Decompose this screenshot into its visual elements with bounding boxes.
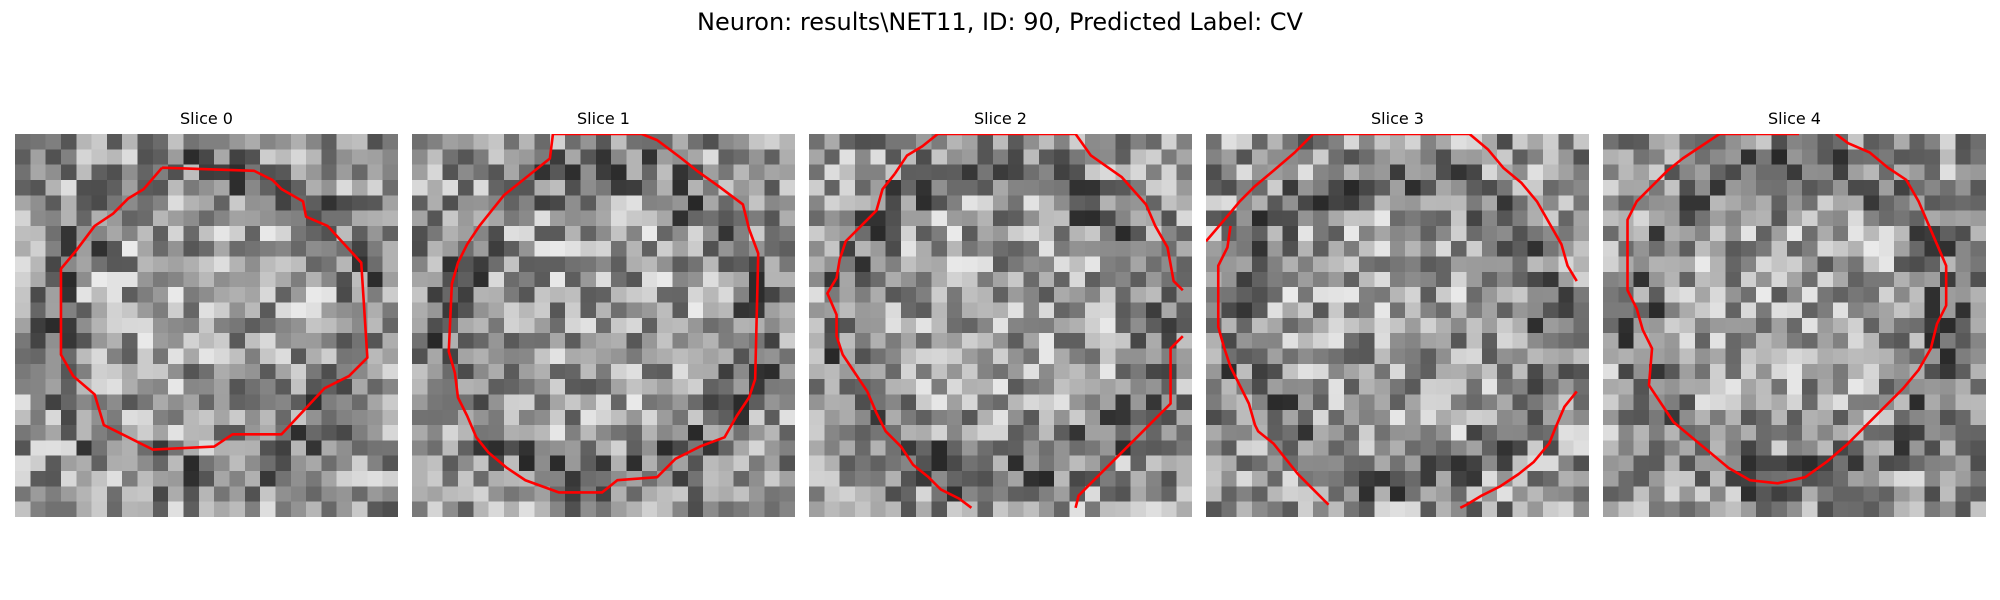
slice-contour-overlay-0	[59, 166, 369, 451]
slice-contour-overlay-3	[1206, 134, 1578, 509]
slice-panel-0: Slice 0	[15, 108, 398, 517]
slice-title-0: Slice 0	[180, 109, 233, 128]
segmentation-contour-4	[1626, 134, 1948, 485]
slice-panel-1: Slice 1	[412, 108, 795, 517]
slice-contour-overlay-2	[826, 134, 1184, 509]
slice-title-2: Slice 2	[974, 109, 1027, 128]
slice-title-3: Slice 3	[1371, 109, 1424, 128]
segmentation-contour-3-left	[1216, 225, 1330, 506]
segmentation-contour-2-lower	[1074, 335, 1184, 509]
segmentation-contour-1	[447, 134, 760, 494]
slice-image-1	[412, 134, 795, 517]
segmentation-contour-3-right	[1459, 390, 1578, 509]
slice-panel-2: Slice 2	[809, 108, 1192, 517]
slice-image-2	[809, 134, 1192, 517]
segmentation-contour-0	[59, 166, 369, 451]
slice-contour-overlay-4	[1626, 134, 1948, 485]
figure-title: Neuron: results\NET11, ID: 90, Predicted…	[697, 8, 1303, 36]
slice-image-0	[15, 134, 398, 517]
segmentation-contour-3	[1206, 134, 1578, 282]
slice-image-4	[1603, 134, 1986, 517]
slice-title-4: Slice 4	[1768, 109, 1821, 128]
slice-contour-overlay-1	[447, 134, 760, 494]
slice-panel-4: Slice 4	[1603, 108, 1986, 517]
slice-title-1: Slice 1	[577, 109, 630, 128]
segmentation-contour-2-left	[826, 173, 973, 509]
segmentation-contour-2	[893, 134, 1184, 292]
slice-image-3	[1206, 134, 1589, 517]
slice-panel-3: Slice 3	[1206, 108, 1589, 517]
